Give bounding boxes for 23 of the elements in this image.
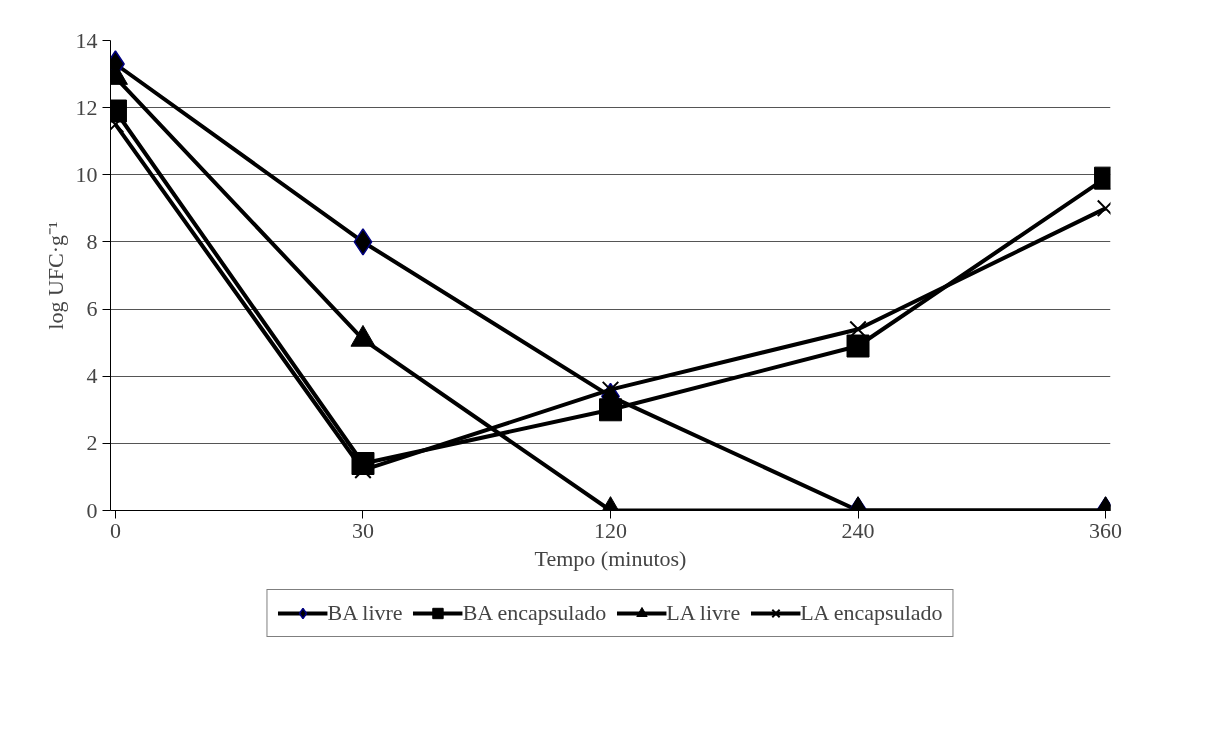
point [846, 334, 870, 358]
y-tick-label: 14 [75, 27, 98, 53]
y-tick-label: 0 [86, 497, 98, 523]
x-tick-label: 0 [109, 517, 121, 543]
y-axis-title: log UFC·g⁻¹ [42, 221, 68, 330]
y-tick-label: 4 [86, 363, 98, 389]
legend-label: LA livre [666, 600, 741, 626]
legend-label: BA livre [327, 600, 403, 626]
y-tick-label: 12 [75, 94, 98, 120]
x-axis-title: Tempo (minutos) [534, 545, 687, 571]
y-tick-label: 10 [75, 161, 98, 187]
y-tick-label: 6 [86, 296, 98, 322]
point [601, 380, 620, 399]
x-tick-label: 360 [1089, 517, 1123, 543]
x-tick-label: 240 [841, 517, 875, 543]
legend-label: BA encapsulado [462, 600, 607, 626]
x-tick-label: 120 [594, 517, 627, 543]
legend-label: LA encapsulado [800, 600, 943, 626]
point [353, 228, 373, 256]
x-tick-label: 30 [351, 517, 374, 543]
y-tick-label: 2 [86, 430, 98, 456]
point [599, 398, 622, 422]
y-tick-label: 8 [86, 228, 98, 254]
